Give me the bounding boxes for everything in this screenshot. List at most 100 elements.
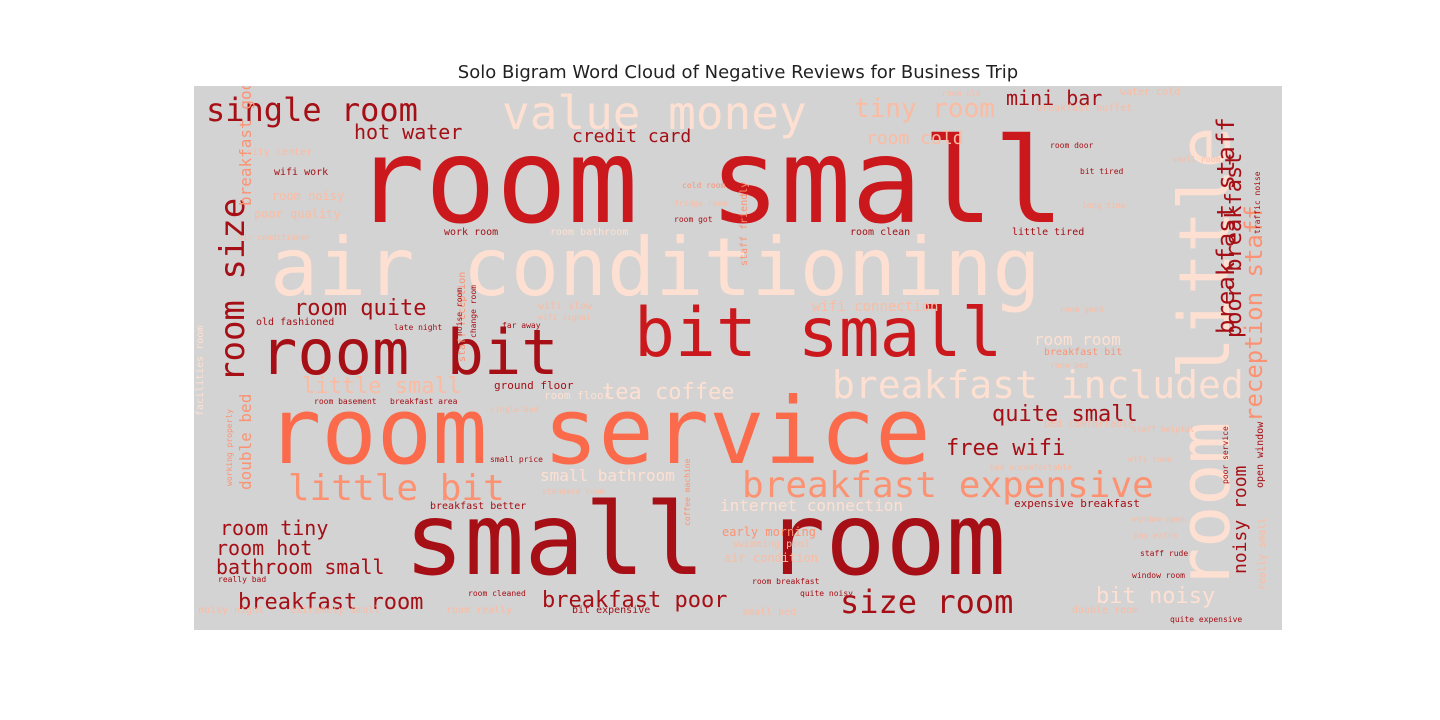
cloud-word: room service [266,378,931,485]
cloud-word: room good [1060,305,1104,314]
cloud-word: small room [1172,155,1221,164]
cloud-word: breakfast good [236,86,255,206]
cloud-word: room door [1050,141,1094,150]
cloud-word: breakfast poor [542,588,728,613]
cloud-word: noise room [455,287,464,336]
word-cloud: room small small room room service air cond… [194,86,1282,630]
cloud-word: poor service [1221,426,1230,484]
cloud-word: quite expensive [1170,615,1243,624]
cloud-word: water cold [1120,87,1181,98]
cloud-word: standard room [542,487,605,496]
cloud-word: hot water [354,120,463,144]
cloud-word: working properly [225,408,234,486]
cloud-word: room clean [850,227,911,238]
cloud-word: wifi work [274,167,329,178]
cloud-word: quite noisy [800,589,853,598]
cloud-word: room noisy [272,189,345,203]
cloud-word: fridge room [674,199,727,208]
cloud-word: tea coffee [602,380,735,405]
cloud-word: room really [446,605,513,616]
cloud-word: room got [674,215,713,224]
cloud-word: room breakfast [752,577,820,586]
cloud-word: city center [246,147,313,158]
cloud-word: breakfast better [430,501,527,512]
cloud-word: extremely small [290,605,381,616]
cloud-word: breakfast area [390,397,458,406]
cloud-word: room cleaned [468,589,526,598]
cloud-word: work room [444,227,499,238]
cloud-word: bed comfortable [1044,419,1135,430]
cloud-word: breakfast bit [1044,347,1123,358]
cloud-word: room bed [1050,361,1089,370]
cloud-word: little small [302,374,461,399]
cloud-word: room small [354,112,1065,250]
cloud-word: room hot [216,536,313,560]
cloud-word: bit expensive [572,605,651,616]
cloud-word: room basement [314,397,377,406]
cloud-word: breakfast expensive [742,465,1154,506]
cloud-word: really bad [218,575,267,584]
cloud-word: bit tired [1080,167,1124,176]
cloud-word: expensive breakfast [1014,497,1140,510]
cloud-word: staff friendly [739,181,750,266]
cloud-word: facilities room [195,325,206,416]
cloud-word: small room [404,481,1007,598]
cloud-word: air conditioning [270,221,1041,314]
cloud-word: open window [1255,421,1266,488]
cloud-word: single room [206,91,418,129]
cloud-word: poor breakfast [1222,152,1247,338]
cloud-word: window open [1132,515,1185,524]
cloud-word: air condition [724,551,818,565]
cloud-word: small bathroom [540,466,675,485]
cloud-word: really small [1257,517,1268,590]
cloud-word: little bit [288,468,505,509]
cloud-word: coffee machine [683,458,692,526]
cloud-word: room size [213,197,253,382]
cloud-word: window room [1132,571,1185,580]
cloud-word: wifi connection [812,299,939,315]
cloud-word: size room [840,583,1014,621]
cloud-word: early morning [722,525,816,539]
cloud-word: noisy night [198,605,265,616]
cloud-word: wifi slow [538,301,593,312]
cloud-word: air conditioner [238,233,311,242]
cloud-word: staff helpful [1132,425,1195,434]
cloud-word: noisy room [1230,465,1251,574]
cloud-word: pay extra [1134,531,1178,540]
cloud-word: free wifi [946,436,1066,461]
cloud-word: room quite [294,296,427,321]
cloud-word: room bit [260,316,559,389]
cloud-word: long time [1082,201,1126,210]
chart-title: Solo Bigram Word Cloud of Negative Revie… [457,62,1019,83]
cloud-word: quite small [992,402,1138,427]
cloud-word: double bed [236,393,255,490]
cloud-word: breakfast buffet [1036,103,1133,114]
cloud-word: old fashioned [256,317,335,328]
cloud-word: tiny room [854,94,995,124]
cloud-word: room old [942,89,981,98]
cloud-word: poor quality [254,207,341,221]
cloud-word: room floor [544,389,611,402]
cloud-word: bit small [634,294,1003,373]
cloud-word: credit card [572,126,692,147]
cloud-word: far away [502,321,541,330]
cloud-word: small bed [742,607,797,618]
cloud-word: room bathroom [550,227,629,238]
cloud-word: wifi room [1128,455,1172,464]
cloud-word: staff rude [1140,549,1189,558]
cloud-word: value money [502,86,807,140]
cloud-word: traffic noise [1253,171,1262,234]
cloud-word: bathroom small [216,555,385,579]
cloud-word: breakfast included [832,363,1244,407]
cloud-word: room cold [866,128,964,149]
cloud-word: internet connection [720,496,904,515]
cloud-word: room room [1034,330,1121,349]
cloud-word: cold room [682,181,726,190]
cloud-word: change room [469,285,478,338]
cloud-word: swimming pool [732,539,811,550]
cloud-word: room tiny [220,516,329,540]
cloud-word: little tired [1012,227,1085,238]
cloud-word: bed uncomfortable [990,463,1072,472]
cloud-word: breakfast room [238,590,424,615]
cloud-word: ground floor [494,379,574,392]
